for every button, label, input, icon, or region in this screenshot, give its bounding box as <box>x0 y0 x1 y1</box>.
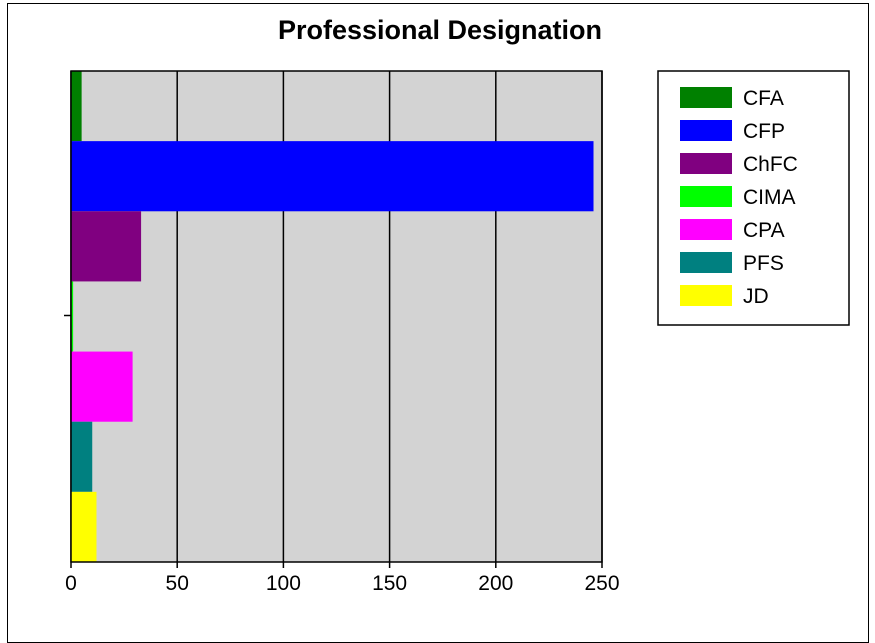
legend-label-cfp: CFP <box>743 120 785 143</box>
legend-swatch-jd <box>680 285 732 306</box>
legend-swatch-cfp <box>680 120 732 141</box>
legend-swatch-cima <box>680 186 732 207</box>
bar-cpa <box>71 351 133 422</box>
legend-label-cima: CIMA <box>743 186 796 209</box>
legend-label-pfs: PFS <box>743 252 784 275</box>
x-tick-label-0: 0 <box>65 572 77 595</box>
legend-swatch-pfs <box>680 252 732 273</box>
bar-chart: Professional Designation 0 50 100 150 200 250… <box>64 15 850 595</box>
legend-swatch-cpa <box>680 219 732 240</box>
chart-title: Professional Designation <box>278 15 602 45</box>
bar-chfc <box>71 211 142 282</box>
x-tick-label-250: 250 <box>584 572 619 595</box>
legend-swatch-chfc <box>680 153 732 174</box>
x-axis: 0 50 100 150 200 250 <box>64 70 620 595</box>
legend-label-cpa: CPA <box>743 219 785 242</box>
legend: CFA CFP ChFC CIMA CPA PFS JD <box>657 70 850 326</box>
legend-label-jd: JD <box>743 285 769 308</box>
x-tick-label-100: 100 <box>266 572 301 595</box>
x-tick-label-200: 200 <box>478 572 513 595</box>
bar-cfp <box>71 141 594 212</box>
x-tick-label-50: 50 <box>166 572 189 595</box>
bar-cima <box>71 281 74 352</box>
bar-pfs <box>71 421 93 492</box>
bar-jd <box>71 491 97 562</box>
x-tick-label-150: 150 <box>372 572 407 595</box>
legend-swatch-cfa <box>680 87 732 108</box>
bars <box>71 71 594 562</box>
legend-label-chfc: ChFC <box>743 153 798 176</box>
bar-cfa <box>71 71 82 142</box>
legend-label-cfa: CFA <box>743 87 784 110</box>
plot-border <box>70 70 603 563</box>
